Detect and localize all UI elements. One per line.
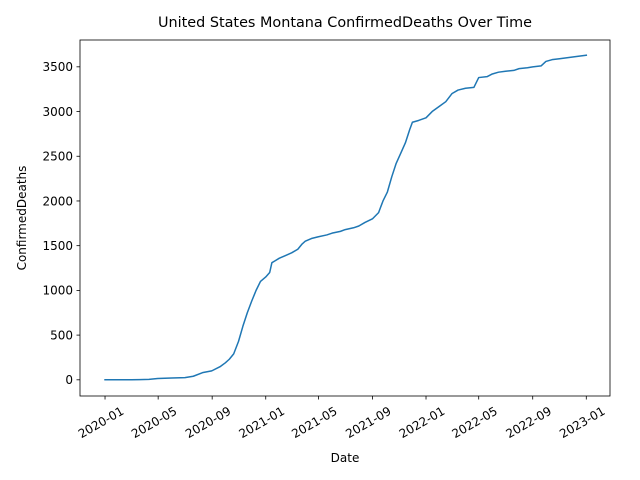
y-tick-label: 0 — [65, 373, 73, 387]
x-tick-label: 2021-05 — [289, 404, 339, 441]
x-tick-label: 2023-01 — [557, 404, 607, 441]
x-tick-label: 2022-05 — [449, 404, 499, 441]
x-tick-label: 2021-01 — [237, 404, 287, 441]
y-tick-label: 1500 — [42, 239, 73, 253]
chart-title: United States Montana ConfirmedDeaths Ov… — [158, 15, 532, 31]
x-axis-title: Date — [331, 451, 360, 465]
axes-frame — [79, 39, 611, 397]
y-tick-label: 500 — [50, 328, 73, 342]
x-tick-label: 2022-01 — [397, 404, 447, 441]
y-tick-label: 2000 — [42, 194, 73, 208]
series-line — [104, 54, 588, 381]
x-tick-label: 2022-09 — [504, 404, 554, 441]
x-tick-label: 2020-01 — [76, 404, 126, 441]
x-tick-label: 2021-09 — [343, 404, 393, 441]
y-axis-ticks: 0 500 1000 1500 2000 2500 3000 3500 — [42, 60, 80, 387]
plot-area — [104, 54, 588, 381]
x-tick-label: 2020-05 — [129, 404, 179, 441]
y-tick-label: 3500 — [42, 60, 73, 74]
y-tick-label: 1000 — [42, 284, 73, 298]
x-axis-ticks: 2020-01 2020-05 2020-09 2021-01 2021-05 2021-… — [76, 396, 607, 441]
y-tick-label: 2500 — [42, 150, 73, 164]
x-tick-label: 2020-09 — [183, 404, 233, 441]
y-axis-title: ConfirmedDeaths — [15, 166, 29, 271]
y-tick-label: 3000 — [42, 105, 73, 119]
